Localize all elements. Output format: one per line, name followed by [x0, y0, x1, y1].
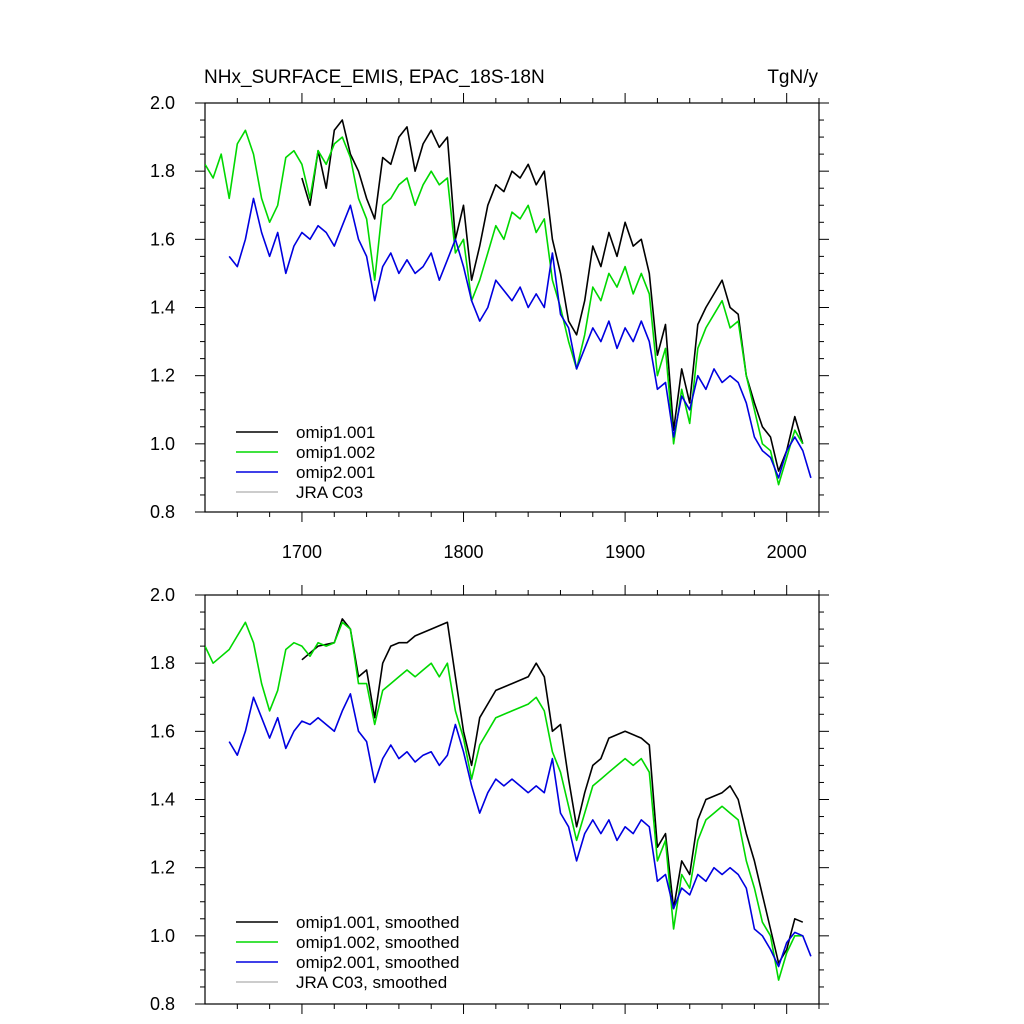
y-tick-label: 1.4	[150, 298, 175, 318]
series-line-3	[228, 197, 812, 479]
chart-panel-1: 0.8 1.0 1.2 1.4 1.6 1.8 2.0 1700 1800 1900 2000 omi…	[150, 93, 829, 562]
chart-units: TgN/y	[767, 67, 818, 88]
x-tick-label: 1700	[282, 542, 322, 562]
y-tick-label: 1.0	[150, 926, 175, 946]
y-tick-label: 1.6	[150, 229, 175, 249]
series-line-3	[228, 692, 812, 968]
y-tick-label: 1.8	[150, 161, 175, 181]
y-tick-label: 0.8	[150, 994, 175, 1014]
y-tick-label: 1.8	[150, 653, 175, 673]
y-tick-label: 1.2	[150, 858, 175, 878]
legend-label: omip1.001, smoothed	[296, 913, 460, 932]
y-tick-label: 1.0	[150, 434, 175, 454]
y-tick-label: 1.2	[150, 366, 175, 386]
legend-label: JRA C03	[296, 483, 363, 502]
y-tick-label: 0.8	[150, 502, 175, 522]
legend-label: omip2.001, smoothed	[296, 953, 460, 972]
y-tick-label: 2.0	[150, 585, 175, 605]
series-line-2	[205, 129, 804, 486]
series-line-1	[301, 618, 804, 964]
x-tick-label: 1800	[444, 542, 484, 562]
legend-label: omip1.002	[296, 443, 375, 462]
legend-label: omip2.001	[296, 463, 375, 482]
series-line-1	[301, 119, 804, 472]
legend-label: omip1.002, smoothed	[296, 933, 460, 952]
chart-panel-2: 0.8 1.0 1.2 1.4 1.6 1.8 2.0 omip1.001, smoothed…	[150, 585, 829, 1014]
x-tick-label: 2000	[767, 542, 807, 562]
y-tick-label: 1.4	[150, 790, 175, 810]
legend-label: omip1.001	[296, 423, 375, 442]
y-tick-label: 2.0	[150, 93, 175, 113]
legend-label: JRA C03, smoothed	[296, 973, 447, 992]
series-line-2	[205, 621, 803, 981]
y-tick-label: 1.6	[150, 721, 175, 741]
x-tick-label: 1900	[605, 542, 645, 562]
chart-title: NHx_SURFACE_EMIS, EPAC_18S-18N	[204, 67, 545, 88]
